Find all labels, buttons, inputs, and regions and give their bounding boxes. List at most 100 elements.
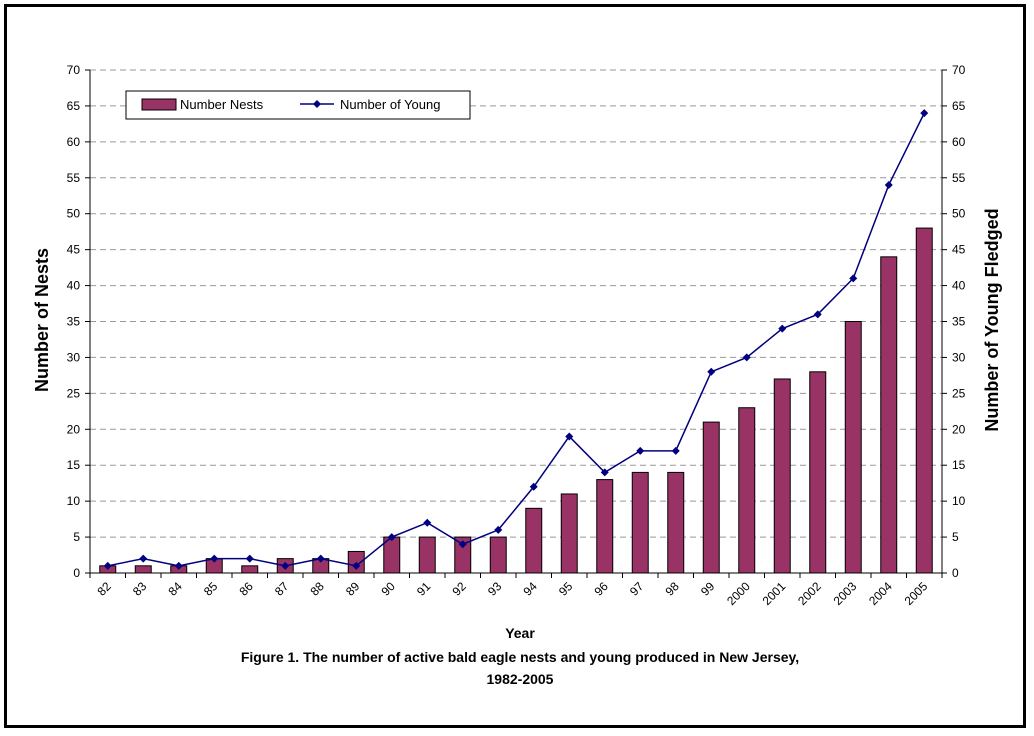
left-axis-tick-label: 5	[73, 530, 80, 544]
x-axis-tick-label: 85	[201, 579, 221, 599]
line-series-number-of-young	[103, 109, 929, 570]
right-axis-tick-label: 60	[952, 135, 966, 149]
x-axis-tick-label: 86	[237, 579, 257, 599]
x-axis-tick-label: 2005	[902, 579, 931, 608]
point-number-of-young-94	[529, 482, 538, 491]
left-axis-tick-label: 25	[67, 386, 81, 400]
bar-number-nests-2003	[844, 321, 862, 574]
x-axis-tick-label: 99	[698, 579, 718, 599]
left-axis-tick-labels: 0 5 10 15 20 25 30 35 40 45 50 55 60 65 70	[67, 63, 81, 580]
x-axis-tick-label: 97	[627, 579, 647, 599]
point-number-of-young-90	[387, 533, 396, 542]
bar-number-nests-98	[667, 471, 685, 574]
point-number-of-young-82	[103, 561, 112, 570]
right-axis-tick-label: 65	[952, 99, 966, 113]
x-axis-tick-label: 2004	[866, 579, 895, 608]
point-number-of-young-98	[671, 446, 680, 455]
bar-number-nests-96	[596, 479, 614, 574]
figure-caption-line-2: 1982-2005	[487, 671, 554, 687]
point-number-of-young-92	[458, 540, 467, 549]
point-number-of-young-84	[174, 561, 183, 570]
bar-number-nests-2004	[880, 256, 898, 574]
bar-number-nests-2002	[809, 371, 827, 574]
bar-number-nests-99	[702, 421, 720, 574]
left-axis-tick-label: 35	[67, 315, 81, 329]
right-axis-tick-label: 25	[952, 386, 966, 400]
y2-axis-title: Number of Young Fledged	[982, 208, 1002, 431]
left-axis-tick-label: 30	[67, 350, 81, 364]
x-axis-tick-label: 2001	[760, 579, 789, 608]
x-axis-tick-label: 87	[272, 579, 292, 599]
point-number-of-young-87	[281, 561, 290, 570]
left-axis-tick-label: 50	[67, 207, 81, 221]
bar-number-nests-93	[489, 536, 507, 574]
point-number-of-young-2003	[849, 274, 858, 283]
point-number-of-young-91	[423, 518, 432, 527]
left-axis-tick-label: 45	[67, 243, 81, 257]
point-number-of-young-85	[210, 554, 219, 563]
bar-number-nests-94	[525, 507, 543, 574]
bar-number-nests-2001	[773, 378, 791, 574]
x-axis-tick-label: 84	[166, 579, 186, 599]
point-number-of-young-99	[707, 367, 716, 376]
right-axis-tick-labels: 0 5 10 15 20 25 30 35 40 45 50 55 60 65 70	[952, 63, 966, 580]
left-axis-tick-label: 10	[67, 494, 81, 508]
bar-number-nests-2005	[915, 227, 933, 574]
bar-number-nests-95	[560, 493, 578, 574]
right-axis-tick-label: 5	[952, 530, 959, 544]
point-number-of-young-89	[352, 561, 361, 570]
point-number-of-young-2001	[778, 324, 787, 333]
x-axis-tick-label: 90	[379, 579, 399, 599]
x-axis-tick-label: 82	[95, 579, 115, 599]
right-axis-tick-label: 10	[952, 494, 966, 508]
point-number-of-young-95	[565, 432, 574, 441]
legend-label-number-nests: Number Nests	[180, 97, 264, 112]
right-axis-tick-label: 15	[952, 458, 966, 472]
legend-box	[125, 90, 471, 120]
point-number-of-young-88	[316, 554, 325, 563]
bar-series-number-nests	[99, 227, 933, 574]
y-axis-title: Number of Nests	[32, 248, 52, 392]
x-axis-tick-labels: 82 83 84 85 86 87 88 89 90 91 92 93 94 95 96 97 98 99 2000…	[95, 579, 931, 608]
x-axis-tick-label: 92	[450, 579, 470, 599]
right-axis-tick-label: 30	[952, 350, 966, 364]
left-axis-tick-label: 0	[73, 566, 80, 580]
point-number-of-young-97	[636, 446, 645, 455]
x-axis-tick-label: 93	[485, 579, 505, 599]
right-axis-tick-label: 70	[952, 63, 966, 77]
legend-label-number-of-young: Number of Young	[340, 97, 440, 112]
x-axis-tick-label: 2002	[795, 579, 824, 608]
x-axis-tick-label: 89	[343, 579, 363, 599]
left-axis-tick-label: 55	[67, 171, 81, 185]
x-axis-tick-label: 96	[592, 579, 612, 599]
legend-marker-number-of-young	[313, 100, 321, 108]
point-number-of-young-2002	[813, 310, 822, 319]
axes	[85, 69, 947, 578]
point-number-of-young-2005	[920, 109, 929, 118]
right-axis-tick-label: 50	[952, 207, 966, 221]
left-axis-tick-label: 15	[67, 458, 81, 472]
point-number-of-young-86	[245, 554, 254, 563]
point-number-of-young-2004	[884, 180, 893, 189]
right-axis-tick-label: 35	[952, 315, 966, 329]
x-axis-tick-label: 88	[308, 579, 328, 599]
x-axis-tick-label: 94	[521, 579, 541, 599]
right-axis-tick-label: 0	[952, 566, 959, 580]
left-axis-tick-label: 60	[67, 135, 81, 149]
bar-number-nests-83	[134, 565, 152, 574]
right-axis-tick-label: 40	[952, 279, 966, 293]
line-number-of-young	[107, 112, 925, 567]
left-axis-tick-label: 70	[67, 63, 81, 77]
point-number-of-young-83	[139, 554, 148, 563]
x-axis-tick-label: 95	[556, 579, 576, 599]
bar-number-nests-86	[241, 565, 259, 574]
figure-caption-line-1: Figure 1. The number of active bald eagl…	[241, 649, 799, 665]
left-axis-tick-label: 40	[67, 279, 81, 293]
legend-swatch-number-nests	[141, 98, 177, 111]
left-axis-tick-label: 65	[67, 99, 81, 113]
x-axis-tick-label: 83	[130, 579, 150, 599]
x-axis-tick-label: 2000	[724, 579, 753, 608]
bar-number-nests-2000	[738, 407, 756, 574]
bar-number-nests-91	[418, 536, 436, 574]
